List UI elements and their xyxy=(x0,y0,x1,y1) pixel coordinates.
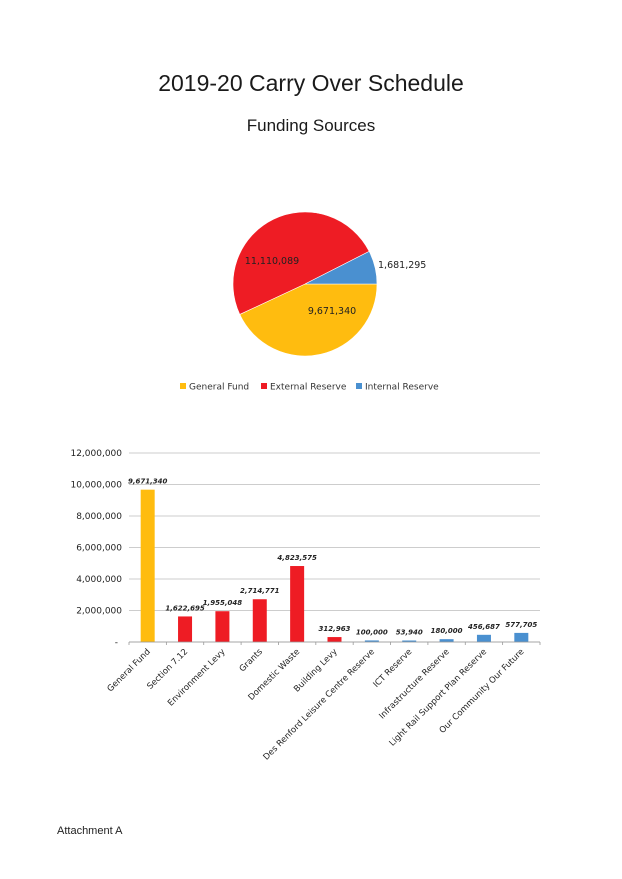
bar-value-label-infrastructure-reserve: 180,000 xyxy=(431,627,463,635)
bar-light-rail-support-plan-reserve xyxy=(476,634,491,642)
bar-value-label-environment-levy: 1,955,048 xyxy=(203,599,243,607)
legend-swatch-internal-reserve xyxy=(356,383,362,389)
bar-general-fund xyxy=(140,489,155,642)
bar-domestic-waste xyxy=(290,566,305,642)
y-tick-label: 10,000,000 xyxy=(70,481,122,491)
bar-section-7-12 xyxy=(178,616,193,642)
pie-slice-general-fund xyxy=(239,283,378,357)
pie-label-external-reserve: 11,110,089 xyxy=(245,256,299,267)
bar-value-label-our-community-our-future: 577,705 xyxy=(505,621,537,629)
bar-series xyxy=(140,489,529,642)
page-title: 2019-20 Carry Over Schedule xyxy=(158,70,464,96)
bar-value-label-des-renford-leisure-centre-reserve: 100,000 xyxy=(356,628,388,636)
legend-label-general-fund: General Fund xyxy=(189,383,249,393)
y-tick-label: 6,000,000 xyxy=(76,544,122,554)
page-subtitle: Funding Sources xyxy=(246,116,376,135)
y-tick-label: 8,000,000 xyxy=(76,512,122,522)
pie-data-labels: 9,671,340 11,110,089 1,681,295 xyxy=(245,256,427,317)
x-category-label-general-fund: General Fund xyxy=(106,647,153,694)
bar-value-label-section-7-12: 1,622,695 xyxy=(165,604,205,612)
legend-swatch-general-fund xyxy=(180,383,186,389)
y-tick-label: - xyxy=(115,638,118,648)
bar-value-label-building-levy: 312,963 xyxy=(319,625,351,633)
x-category-label-grants: Grants xyxy=(238,647,266,675)
bar-y-axis: - 2,000,000 4,000,000 6,000,000 8,000,000 10,… xyxy=(70,449,122,648)
pie-chart: 9,671,340 11,110,089 1,681,295 General Fun… xyxy=(180,211,439,393)
pie-slice-internal-reserve xyxy=(304,250,378,285)
bar-grants xyxy=(252,599,267,642)
y-tick-label: 4,000,000 xyxy=(76,575,122,585)
x-category-label-infrastructure-reserve: Infrastructure Reserve xyxy=(377,647,451,721)
y-tick-label: 12,000,000 xyxy=(70,449,122,459)
legend-label-external-reserve: External Reserve xyxy=(270,383,347,393)
pie-legend: General Fund External Reserve Internal Res… xyxy=(180,383,439,393)
bar-infrastructure-reserve xyxy=(439,639,454,642)
footer-attachment-label: Attachment A xyxy=(57,825,123,837)
pie-slice-external-reserve xyxy=(232,211,370,315)
y-tick-label: 2,000,000 xyxy=(76,607,122,617)
pie-label-general-fund: 9,671,340 xyxy=(308,306,356,317)
bar-building-levy xyxy=(327,637,342,642)
bar-value-label-light-rail-support-plan-reserve: 456,687 xyxy=(468,623,500,631)
bar-value-label-domestic-waste: 4,823,575 xyxy=(277,554,317,562)
bar-our-community-our-future xyxy=(514,632,529,642)
bar-gridlines xyxy=(129,452,540,643)
bar-des-renford-leisure-centre-reserve xyxy=(364,640,379,642)
bar-value-label-general-fund: 9,671,340 xyxy=(128,478,168,486)
pie-slices xyxy=(232,211,378,357)
bar-value-label-ict-reserve: 53,940 xyxy=(396,629,423,637)
pie-label-internal-reserve: 1,681,295 xyxy=(378,260,426,271)
bar-value-label-grants: 2,714,771 xyxy=(240,587,280,595)
bar-ict-reserve xyxy=(402,640,417,642)
legend-swatch-external-reserve xyxy=(261,383,267,389)
legend-label-internal-reserve: Internal Reserve xyxy=(365,383,439,393)
bar-environment-levy xyxy=(215,611,230,642)
